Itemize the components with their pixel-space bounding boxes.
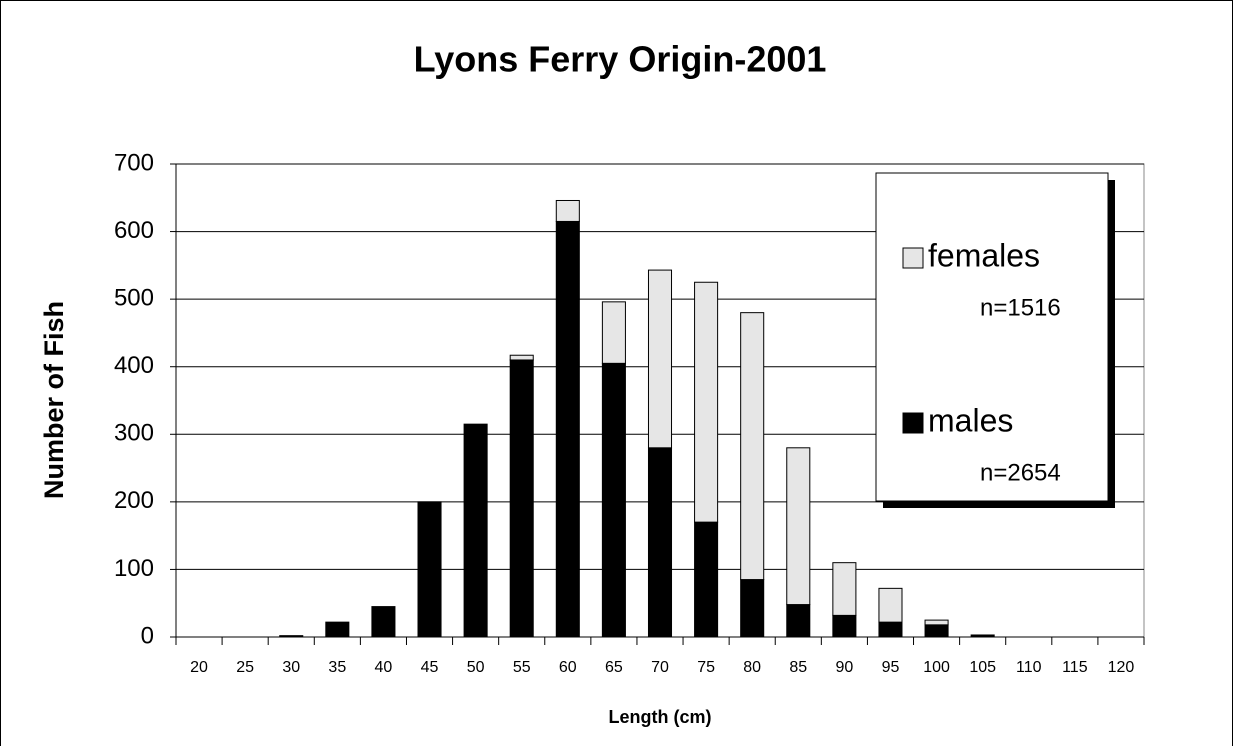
bar-segment [509, 359, 534, 638]
legend [875, 172, 1109, 502]
legend-swatch [902, 247, 924, 269]
x-tick-label: 90 [835, 659, 853, 676]
bar-segment [786, 604, 811, 638]
legend-label: females [928, 237, 1040, 273]
x-tick-label: 40 [375, 659, 393, 676]
x-tick-label: 65 [605, 659, 623, 676]
x-tick-label: 115 [1062, 659, 1088, 676]
bar-segment [647, 447, 673, 638]
x-tick-label: 120 [1108, 659, 1135, 676]
bar-segment [601, 362, 626, 638]
y-tick-label: 400 [114, 352, 154, 379]
y-tick-label: 600 [114, 217, 154, 244]
x-tick-label: 80 [743, 659, 761, 676]
bar-segment [694, 281, 719, 523]
bar-segment [832, 614, 857, 638]
bar-segment [970, 634, 995, 638]
x-tick-label: 105 [969, 659, 996, 676]
chart-title: Lyons Ferry Origin-2001 [414, 39, 827, 80]
y-axis-label: Number of Fish [39, 301, 69, 499]
x-tick-label: 75 [697, 659, 715, 676]
bar-segment [924, 619, 949, 626]
bar-segment [647, 269, 673, 449]
bar-segment [463, 423, 488, 638]
x-tick-label: 25 [236, 659, 254, 676]
y-tick-label: 700 [114, 149, 154, 176]
x-tick-label: 45 [421, 659, 439, 676]
bar-segment [694, 521, 719, 638]
bar-segment [325, 621, 350, 638]
x-tick-label: 85 [789, 659, 807, 676]
y-tick-label: 200 [114, 487, 154, 514]
annotation: n=1516 [980, 294, 1061, 321]
bar-segment [740, 579, 765, 638]
x-tick-label: 60 [559, 659, 577, 676]
bar-segment [832, 562, 857, 616]
bar-segment [371, 606, 396, 638]
bar-segment [601, 301, 626, 364]
y-tick-label: 500 [114, 284, 154, 311]
y-tick-label: 300 [114, 420, 154, 447]
bar-segment [555, 199, 580, 222]
x-tick-label: 55 [513, 659, 531, 676]
bar-segment [417, 501, 442, 638]
x-tick-label: 20 [190, 659, 208, 676]
bar-segment [555, 220, 580, 638]
x-tick-label: 30 [282, 659, 300, 676]
legend-swatch [902, 412, 924, 434]
bar-segment [878, 621, 903, 638]
x-tick-label: 110 [1016, 659, 1042, 676]
bar-segment [878, 587, 903, 623]
y-tick-label: 0 [141, 622, 154, 649]
bar-segment [509, 354, 534, 361]
x-tick-label: 70 [651, 659, 669, 676]
x-tick-label: 35 [328, 659, 346, 676]
x-tick-label: 95 [882, 659, 900, 676]
x-axis-label: Length (cm) [609, 707, 712, 727]
bar-segment [786, 447, 811, 606]
x-tick-label: 50 [467, 659, 485, 676]
y-tick-label: 100 [114, 555, 154, 582]
bar-segment [279, 635, 304, 638]
x-tick-label: 100 [923, 659, 950, 676]
bar-segment [740, 312, 765, 581]
legend-label: males [928, 402, 1013, 438]
bar-segment [924, 624, 949, 638]
annotation: n=2654 [980, 459, 1061, 486]
